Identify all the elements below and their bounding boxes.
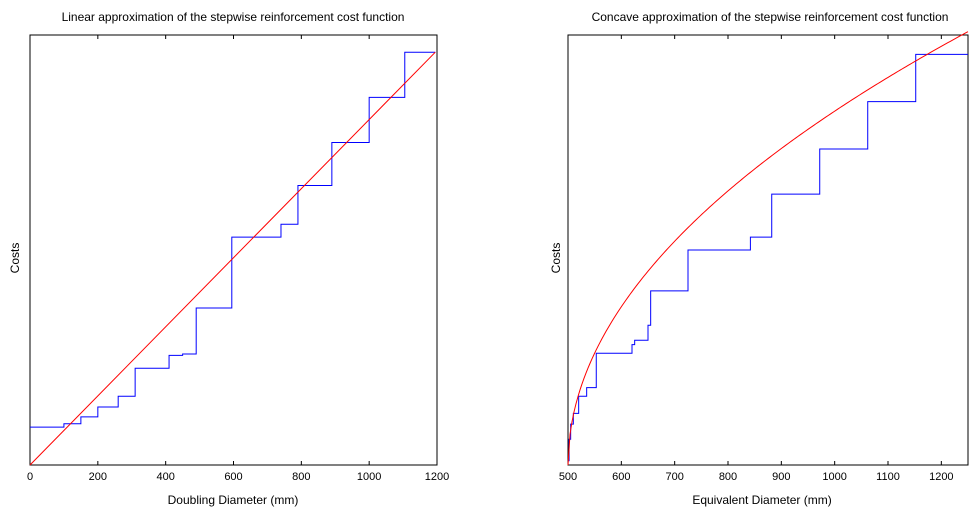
- left-chart: Linear approximation of the stepwise rei…: [8, 10, 449, 507]
- left-stepwise-cost-line: [30, 51, 436, 428]
- left-x-tick-label: 400: [156, 471, 174, 483]
- left-y-axis-label: Costs: [8, 243, 22, 274]
- right-stepwise-cost-line: [568, 53, 968, 462]
- left-linear-approximation-line: [29, 51, 436, 466]
- left-plot-frame: [29, 34, 438, 466]
- right-x-tick-label: 1000: [822, 471, 846, 483]
- left-chart-title: Linear approximation of the stepwise rei…: [62, 10, 405, 24]
- left-x-tick-label: 200: [89, 471, 107, 483]
- left-x-axis-label: Doubling Diameter (mm): [168, 493, 299, 507]
- left-x-tick-label: 0: [27, 471, 33, 483]
- right-x-tick-label: 1200: [929, 471, 953, 483]
- right-x-tick-label: 600: [612, 471, 630, 483]
- right-x-axis-ticks: 500 600 700 800 900 1000 1100 1200: [559, 35, 954, 483]
- left-x-axis-ticks: 0 200 400 600 800 1000 1200: [27, 35, 449, 483]
- left-x-tick-label: 800: [292, 471, 310, 483]
- right-chart: Concave approximation of the stepwise re…: [549, 10, 969, 507]
- right-plot-frame: [567, 34, 969, 466]
- left-x-tick-label: 1200: [425, 471, 449, 483]
- right-x-tick-label: 500: [559, 471, 577, 483]
- right-x-tick-label: 900: [772, 471, 790, 483]
- left-x-tick-label: 1000: [357, 471, 381, 483]
- right-x-tick-label: 800: [719, 471, 737, 483]
- right-series-group: [567, 31, 969, 466]
- right-x-tick-label: 1100: [876, 471, 900, 483]
- left-series-group: [29, 51, 436, 466]
- right-y-axis-label: Costs: [549, 243, 563, 274]
- right-chart-title: Concave approximation of the stepwise re…: [592, 10, 949, 24]
- right-x-axis-label: Equivalent Diameter (mm): [692, 493, 831, 507]
- left-x-tick-label: 600: [224, 471, 242, 483]
- right-concave-approximation-line: [567, 31, 969, 466]
- right-x-tick-label: 700: [665, 471, 683, 483]
